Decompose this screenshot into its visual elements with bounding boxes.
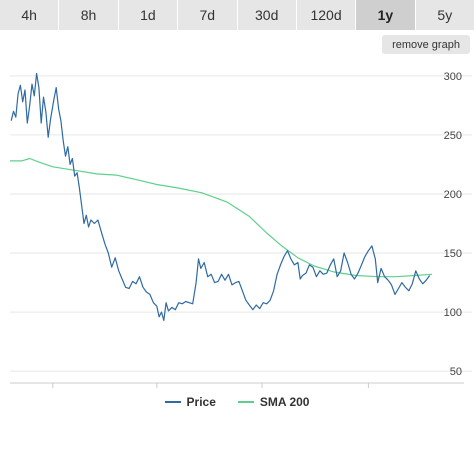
remove-graph-button[interactable]: remove graph bbox=[382, 35, 470, 54]
range-tabs: 4h 8h 1d 7d 30d 120d 1y 5y bbox=[0, 0, 474, 30]
sma-series-line bbox=[10, 157, 433, 278]
legend-swatch-sma bbox=[237, 401, 254, 403]
tab-5y[interactable]: 5y bbox=[415, 0, 474, 30]
tab-1d[interactable]: 1d bbox=[118, 0, 179, 30]
y-tick-label: 150 bbox=[444, 248, 462, 260]
price-chart: 50100150200250300Jan '25Apr '25Jul '25Oc… bbox=[10, 71, 472, 388]
legend-label-sma: SMA 200 bbox=[259, 395, 310, 409]
legend-item-sma[interactable]: SMA 200 bbox=[237, 395, 310, 409]
y-tick-label: 300 bbox=[444, 71, 462, 83]
y-tick-label: 50 bbox=[450, 366, 462, 378]
tab-1y[interactable]: 1y bbox=[356, 0, 416, 30]
tab-120d[interactable]: 120d bbox=[296, 0, 357, 30]
y-tick-label: 200 bbox=[444, 189, 462, 201]
legend-swatch-price bbox=[164, 401, 181, 403]
y-tick-label: 100 bbox=[444, 307, 462, 319]
tab-7d[interactable]: 7d bbox=[178, 0, 238, 30]
tab-8h[interactable]: 8h bbox=[59, 0, 119, 30]
tab-4h[interactable]: 4h bbox=[0, 0, 60, 30]
price-series-line bbox=[10, 72, 431, 321]
legend: Price SMA 200 bbox=[0, 392, 474, 412]
y-tick-label: 250 bbox=[444, 130, 462, 142]
legend-item-price[interactable]: Price bbox=[164, 395, 216, 409]
legend-label-price: Price bbox=[186, 395, 216, 409]
tab-30d[interactable]: 30d bbox=[237, 0, 297, 30]
